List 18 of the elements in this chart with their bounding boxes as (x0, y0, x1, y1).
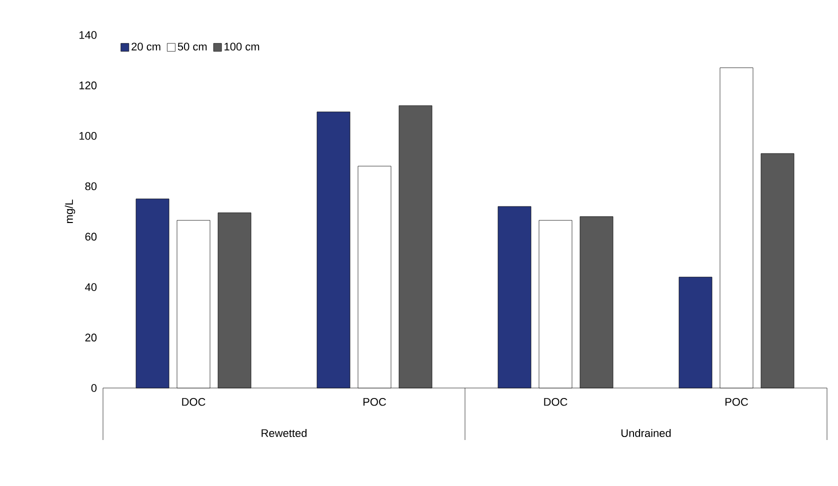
x-tick-label: POC (363, 398, 386, 406)
y-tick-label: 20 (85, 334, 97, 342)
x-tick-label: DOC (544, 398, 568, 406)
x-tick-label: DOC (182, 398, 206, 406)
text: Rewetted (262, 428, 307, 438)
y-tick-label: 80 (85, 182, 97, 190)
legend-label: 50 cm (178, 42, 207, 50)
y-tick-label: 140 (80, 31, 97, 39)
legend-label: 100 cm (224, 42, 260, 50)
y-tick-label: 60 (85, 232, 97, 241)
x-tick-label: POC (725, 398, 748, 406)
y-tick-label: 40 (85, 283, 97, 292)
legend-label: 20 cm (132, 42, 160, 50)
y-axis-title: mg/L (64, 200, 76, 223)
y-tick-label: 100 (80, 132, 97, 140)
y-tick-label: 0 (91, 384, 97, 392)
text: Undrained (621, 428, 671, 438)
y-tick-label: 120 (80, 82, 97, 90)
